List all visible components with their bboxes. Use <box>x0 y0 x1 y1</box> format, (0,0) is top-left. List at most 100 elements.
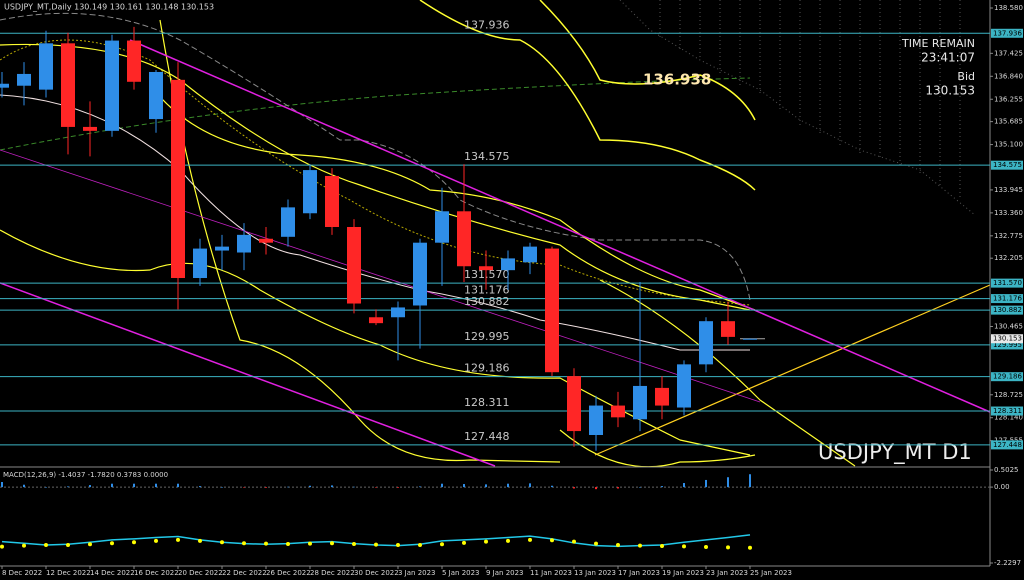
candle-body <box>325 175 339 227</box>
candle-body <box>567 376 581 432</box>
macd-signal-dot <box>154 538 158 543</box>
macd-signal-dot <box>748 545 752 550</box>
macd-histogram-bar <box>551 485 553 488</box>
y-tick-label: 136.255 <box>994 95 1023 103</box>
macd-histogram-bar <box>485 484 487 488</box>
macd-signal-dot <box>396 542 400 547</box>
candle-body <box>457 211 471 267</box>
macd-histogram-bar <box>683 483 685 488</box>
level-axis-label: 137.936 <box>993 29 1022 37</box>
macd-histogram-bar <box>375 487 377 488</box>
macd-signal-dot <box>418 542 422 547</box>
y-tick-label: 128.140 <box>994 414 1023 422</box>
macd-signal-dot <box>88 542 92 547</box>
candle-body <box>281 207 295 237</box>
candle-body <box>83 126 97 131</box>
macd-signal-dot <box>308 541 312 546</box>
macd-y-tick-label: -2.2297 <box>994 559 1021 567</box>
x-tick-label: 11 Jan 2023 <box>530 569 572 577</box>
x-tick-label: 16 Dec 2022 <box>134 569 179 577</box>
candle-body <box>721 321 735 337</box>
macd-histogram-bar <box>67 486 69 488</box>
candle-body <box>259 238 273 243</box>
chart-title: USDJPY_MT,Daily 130.149 130.161 130.148 … <box>4 3 214 12</box>
bid-axis-label: 130.153 <box>993 335 1022 343</box>
macd-histogram-bar <box>155 483 157 488</box>
macd-signal-dot <box>286 541 290 546</box>
macd-histogram-bar <box>177 483 179 488</box>
x-tick-label: 22 Dec 2022 <box>222 569 267 577</box>
candle-body <box>17 73 31 86</box>
candle-body <box>501 258 515 271</box>
macd-histogram-bar <box>199 486 201 488</box>
macd-histogram-bar <box>265 487 267 488</box>
macd-histogram-bar <box>23 484 25 488</box>
x-tick-label: 17 Jan 2023 <box>618 569 660 577</box>
y-tick-label: 136.840 <box>994 72 1023 80</box>
x-tick-label: 9 Jan 2023 <box>486 569 524 577</box>
macd-signal-dot <box>132 540 136 545</box>
candle-body <box>523 246 537 263</box>
macd-histogram-bar <box>243 487 245 488</box>
candle-body <box>303 170 317 214</box>
level-axis-box <box>991 28 1023 38</box>
macd-histogram-bar <box>639 487 641 488</box>
macd-histogram-bar <box>705 479 707 488</box>
candle-body <box>743 338 757 340</box>
macd-signal-dot <box>198 538 202 543</box>
macd-histogram-bar <box>727 477 729 488</box>
macd-signal-dot <box>462 540 466 545</box>
candle-body <box>545 248 559 373</box>
macd-signal-dot <box>484 539 488 544</box>
x-tick-label: 30 Dec 2022 <box>354 569 399 577</box>
macd-signal-dot <box>440 542 444 547</box>
candle-body <box>479 266 493 271</box>
macd-signal-dot <box>660 543 664 548</box>
candle-body <box>0 83 9 88</box>
y-tick-label: 137.425 <box>994 49 1023 57</box>
y-tick-label: 135.100 <box>994 141 1023 149</box>
level-label: 131.570 <box>464 268 510 281</box>
macd-histogram-bar <box>463 484 465 488</box>
macd-histogram-bar <box>749 474 751 488</box>
level-axis-box <box>991 278 1023 288</box>
x-tick-label: 20 Dec 2022 <box>178 569 223 577</box>
macd-signal-dot <box>528 537 532 542</box>
level-axis-box <box>991 305 1023 315</box>
candle-body <box>589 405 603 435</box>
macd-y-tick-label: 0.00 <box>994 483 1010 491</box>
level-label: 130.882 <box>464 295 510 308</box>
macd-histogram-bar <box>661 486 663 488</box>
candle-body <box>655 387 669 406</box>
y-tick-label: 135.685 <box>994 118 1023 126</box>
macd-signal-dot <box>176 537 180 542</box>
level-axis-label: 130.882 <box>993 306 1022 314</box>
macd-histogram-bar <box>221 487 223 488</box>
macd-signal-dot <box>330 541 334 546</box>
annotation: 136.938 <box>643 71 711 89</box>
level-axis-box <box>991 406 1023 416</box>
macd-histogram-bar <box>507 483 509 488</box>
x-tick-label: 3 Jan 2023 <box>398 569 436 577</box>
level-label: 129.186 <box>464 362 510 375</box>
candle-body <box>171 79 185 279</box>
macd-histogram-bar <box>617 487 619 489</box>
macd-histogram-bar <box>529 483 531 488</box>
candle-body <box>435 211 449 243</box>
level-axis-label: 131.176 <box>993 295 1022 303</box>
time-remain-label: TIME REMAIN <box>901 37 975 50</box>
macd-signal-dot <box>638 543 642 548</box>
macd-histogram-bar <box>89 485 91 488</box>
candle-body <box>127 40 141 82</box>
candle-body <box>413 242 427 306</box>
candle-body <box>391 307 405 318</box>
candle-body <box>39 43 53 90</box>
level-axis-box <box>991 294 1023 304</box>
x-tick-label: 12 Dec 2022 <box>46 569 91 577</box>
candle-body <box>369 317 383 324</box>
x-tick-label: 14 Dec 2022 <box>90 569 135 577</box>
macd-signal-dot <box>616 542 620 547</box>
y-tick-label: 133.360 <box>994 209 1023 217</box>
level-label: 131.176 <box>464 284 510 297</box>
